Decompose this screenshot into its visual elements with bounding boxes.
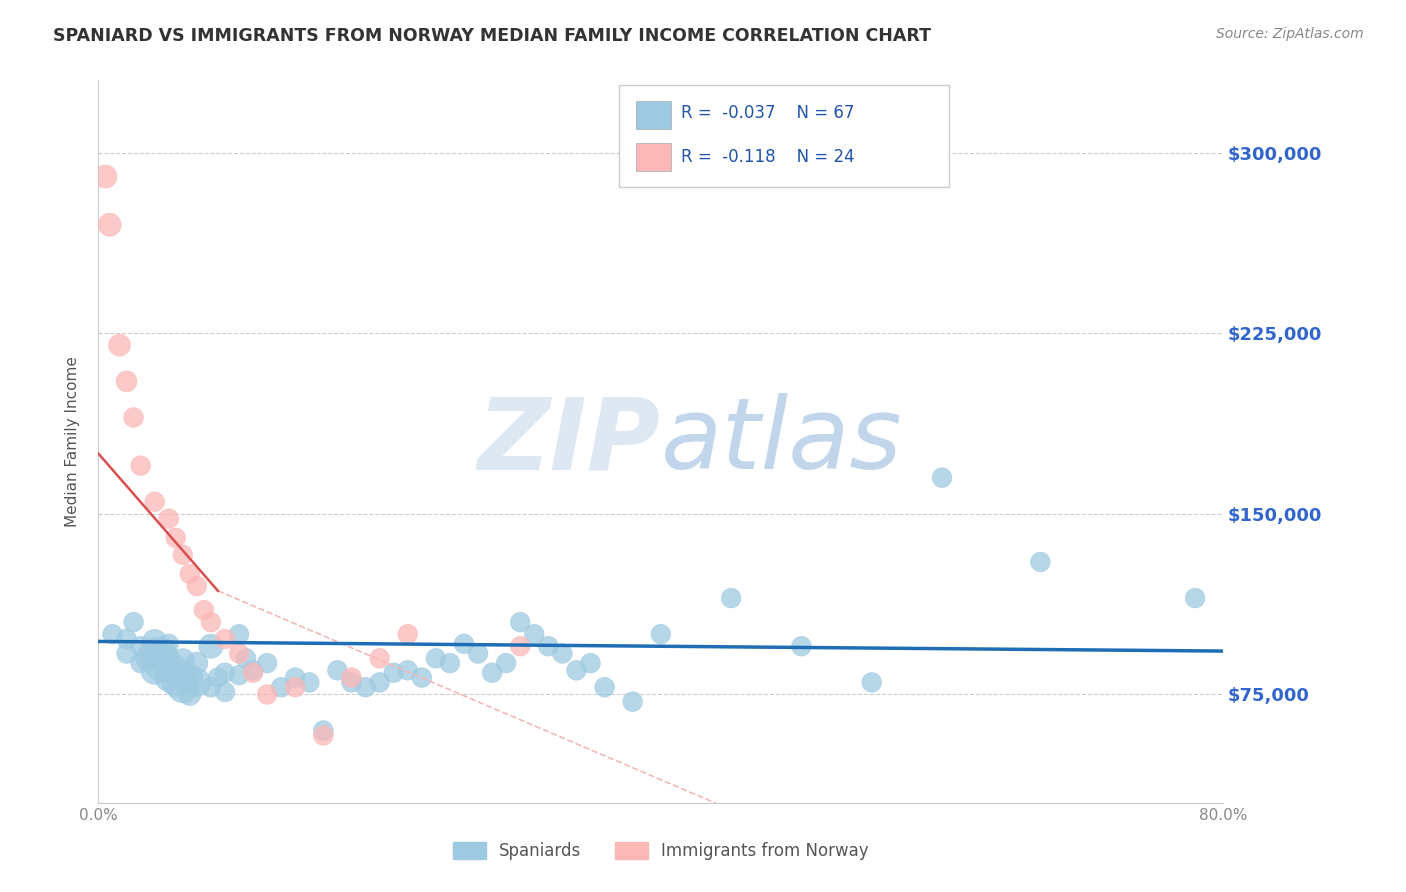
Point xyxy=(453,637,475,651)
Point xyxy=(143,494,166,508)
Point xyxy=(94,169,117,184)
Point xyxy=(165,675,187,690)
Point xyxy=(200,639,222,653)
Point xyxy=(136,651,159,665)
Point xyxy=(157,651,180,665)
Point xyxy=(860,675,883,690)
Text: SPANIARD VS IMMIGRANTS FROM NORWAY MEDIAN FAMILY INCOME CORRELATION CHART: SPANIARD VS IMMIGRANTS FROM NORWAY MEDIA… xyxy=(53,27,931,45)
Point xyxy=(214,665,236,680)
Point xyxy=(396,627,419,641)
Point xyxy=(551,647,574,661)
Point xyxy=(354,680,377,694)
Point xyxy=(157,637,180,651)
Point xyxy=(214,685,236,699)
Point xyxy=(382,665,405,680)
Point xyxy=(186,675,208,690)
Point xyxy=(179,671,201,685)
Point xyxy=(284,680,307,694)
Point xyxy=(186,579,208,593)
Point xyxy=(537,639,560,653)
Point xyxy=(235,651,257,665)
Point xyxy=(193,603,215,617)
Point xyxy=(129,656,152,670)
Point xyxy=(720,591,742,606)
Text: R =  -0.037    N = 67: R = -0.037 N = 67 xyxy=(681,104,853,122)
Point xyxy=(207,671,229,685)
Point xyxy=(228,668,250,682)
Point xyxy=(129,639,152,653)
Legend: Spaniards, Immigrants from Norway: Spaniards, Immigrants from Norway xyxy=(446,835,876,867)
Point xyxy=(186,656,208,670)
Point xyxy=(200,680,222,694)
Point xyxy=(579,656,602,670)
Point xyxy=(931,471,953,485)
Point xyxy=(256,656,278,670)
Point xyxy=(425,651,447,665)
Point xyxy=(368,651,391,665)
Point xyxy=(650,627,672,641)
Point xyxy=(1029,555,1052,569)
Point xyxy=(165,661,187,675)
Point xyxy=(115,632,138,646)
Point xyxy=(101,627,124,641)
Point xyxy=(509,639,531,653)
Point xyxy=(242,665,264,680)
Point xyxy=(340,675,363,690)
Point xyxy=(467,647,489,661)
Point xyxy=(284,671,307,685)
Y-axis label: Median Family Income: Median Family Income xyxy=(65,356,80,527)
Point xyxy=(157,511,180,525)
Point xyxy=(172,548,194,562)
Point xyxy=(143,634,166,648)
Point xyxy=(108,338,131,352)
Point xyxy=(115,647,138,661)
Text: R =  -0.118    N = 24: R = -0.118 N = 24 xyxy=(681,148,853,166)
Point xyxy=(165,531,187,545)
Point xyxy=(172,680,194,694)
Point xyxy=(179,687,201,701)
Point xyxy=(115,375,138,389)
Point xyxy=(228,647,250,661)
Point xyxy=(150,656,173,670)
Point xyxy=(143,647,166,661)
Point xyxy=(790,639,813,653)
Point xyxy=(411,671,433,685)
Point xyxy=(157,671,180,685)
Point xyxy=(312,723,335,738)
Point xyxy=(509,615,531,630)
Point xyxy=(143,664,166,678)
Point xyxy=(98,218,121,232)
Point xyxy=(312,728,335,742)
Point xyxy=(157,664,180,678)
Point xyxy=(340,671,363,685)
Point xyxy=(150,644,173,658)
Point xyxy=(298,675,321,690)
Point xyxy=(270,680,292,694)
Point xyxy=(214,632,236,646)
Point xyxy=(593,680,616,694)
Point xyxy=(481,665,503,680)
Text: atlas: atlas xyxy=(661,393,903,490)
Point xyxy=(326,664,349,678)
Point xyxy=(228,627,250,641)
Point xyxy=(172,668,194,682)
Point xyxy=(200,615,222,630)
Point xyxy=(368,675,391,690)
Point xyxy=(256,687,278,701)
Text: ZIP: ZIP xyxy=(478,393,661,490)
Point xyxy=(495,656,517,670)
Point xyxy=(129,458,152,473)
Point xyxy=(1184,591,1206,606)
Point xyxy=(242,664,264,678)
Point xyxy=(396,664,419,678)
Point xyxy=(179,567,201,582)
Point xyxy=(172,654,194,668)
Point xyxy=(523,627,546,641)
Point xyxy=(122,410,145,425)
Text: Source: ZipAtlas.com: Source: ZipAtlas.com xyxy=(1216,27,1364,41)
Point xyxy=(565,664,588,678)
Point xyxy=(439,656,461,670)
Point xyxy=(621,695,644,709)
Point xyxy=(122,615,145,630)
